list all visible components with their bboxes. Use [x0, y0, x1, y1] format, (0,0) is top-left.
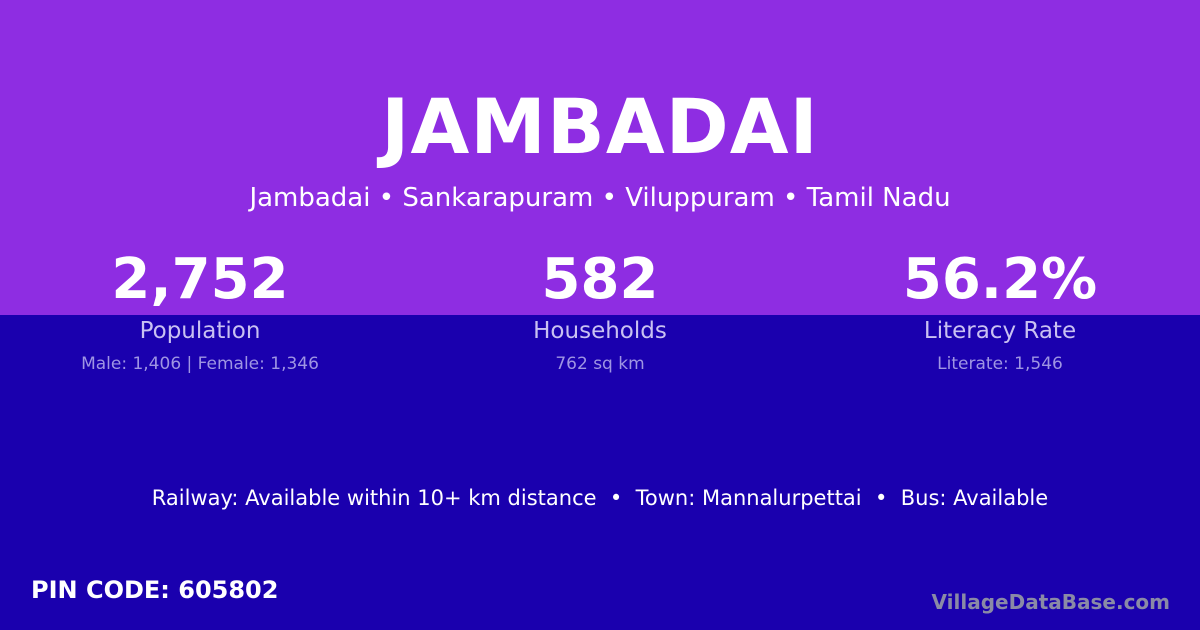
stat-households: 582 Households 762 sq km — [400, 247, 800, 375]
pin-code: PIN CODE: 605802 — [31, 576, 279, 604]
stat-literacy: 56.2% Literacy Rate Literate: 1,546 — [800, 247, 1200, 375]
stat-value: 56.2% — [902, 247, 1098, 312]
stat-label: Literacy Rate — [923, 318, 1077, 344]
village-title: JAMBADAI — [381, 82, 819, 171]
stat-subtext: Male: 1,406 | Female: 1,346 — [81, 354, 319, 374]
stat-label: Population — [139, 318, 261, 344]
stat-label: Households — [533, 318, 667, 344]
stat-subtext: 762 sq km — [555, 354, 645, 374]
header-band — [0, 0, 1200, 315]
location-breadcrumb: Jambadai • Sankarapuram • Viluppuram • T… — [249, 183, 951, 213]
stat-value: 582 — [541, 247, 659, 312]
facilities-line: Railway: Available within 10+ km distanc… — [151, 486, 1049, 510]
stat-subtext: Literate: 1,546 — [937, 354, 1063, 374]
brand-logo: VillageDataBase.com — [931, 590, 1170, 614]
stat-population: 2,752 Population Male: 1,406 | Female: 1… — [0, 247, 400, 375]
stat-value: 2,752 — [111, 247, 289, 312]
